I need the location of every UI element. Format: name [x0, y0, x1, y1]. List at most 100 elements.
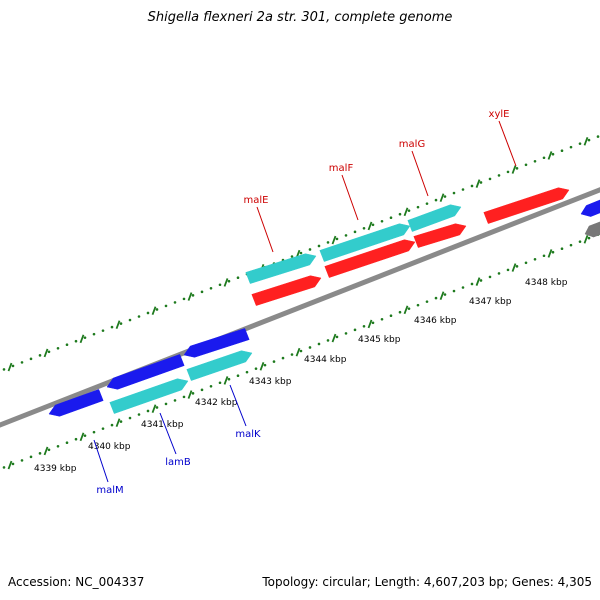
gene-arrow-red[interactable] [324, 239, 416, 278]
major-tick [7, 460, 13, 470]
tick-dot [497, 272, 501, 275]
tick-dot [254, 367, 258, 370]
genome-backbone [0, 187, 600, 428]
tick-dot [290, 255, 294, 258]
tick-dot [38, 452, 42, 455]
tick-dot [299, 349, 303, 353]
gene-leader-line [229, 384, 247, 427]
gene-arrow-red[interactable] [251, 275, 322, 306]
tick-dot [470, 282, 474, 286]
major-tick [151, 306, 157, 315]
tick-dot [416, 205, 420, 209]
kbp-label: 4344 kbp [304, 355, 347, 365]
gene-arrow-cyan[interactable] [319, 223, 411, 262]
major-tick [43, 348, 49, 358]
major-tick [295, 347, 301, 357]
tick-dot [506, 170, 510, 174]
tick-dot [551, 250, 555, 254]
gene-arrow-gray[interactable] [584, 220, 600, 238]
gene-arrow-cyan[interactable] [407, 204, 462, 232]
major-tick [115, 418, 121, 428]
gene-arrow-cyan[interactable] [245, 253, 317, 284]
tick-dot [29, 357, 33, 361]
major-tick [583, 234, 589, 244]
tick-dot [326, 241, 330, 244]
tick-dot [227, 377, 231, 381]
gene-label[interactable]: malK [235, 429, 261, 440]
gene-label[interactable]: malF [329, 163, 354, 174]
tick-dot [398, 212, 402, 216]
tick-dot [290, 353, 294, 356]
tick-dot [164, 304, 168, 308]
tick-dot [497, 174, 501, 177]
tick-dot [416, 303, 420, 307]
tick-dot [101, 329, 105, 332]
tick-dot [74, 437, 78, 441]
gene-arrow-cyan[interactable] [109, 378, 189, 414]
tick-dot [272, 360, 276, 363]
gene-leader-line [256, 206, 274, 253]
tick-dot [443, 195, 447, 198]
major-tick [439, 291, 445, 301]
tick-dot [560, 247, 564, 250]
tick-track [2, 135, 600, 470]
gene-arrow-cyan[interactable] [186, 350, 253, 381]
tick-dot [146, 409, 150, 413]
tick-dot [164, 402, 168, 406]
major-tick [223, 376, 229, 385]
gene-arrow-blue[interactable] [183, 328, 250, 358]
gene-label[interactable]: malE [244, 195, 269, 206]
tick-dot [83, 336, 87, 339]
tick-dot [236, 374, 240, 378]
kbp-label: 4340 kbp [88, 442, 131, 452]
accession-text: Accession: NC_004337 [8, 575, 145, 589]
tick-dot [587, 138, 591, 142]
genome-summary-text: Topology: circular; Length: 4,607,203 bp… [262, 575, 592, 589]
gene-arrow-red[interactable] [483, 187, 570, 224]
tick-dot [11, 364, 15, 368]
outer-tick-track [2, 135, 600, 372]
tick-dot [398, 310, 402, 314]
gene-leader-line [93, 439, 109, 483]
gene-arrow-blue[interactable] [106, 354, 185, 390]
tick-dot [65, 441, 69, 445]
tick-dot [29, 455, 33, 459]
tick-dot [560, 149, 564, 152]
tick-dot [47, 350, 51, 354]
tick-dot [191, 392, 195, 395]
tick-dot [200, 290, 204, 294]
tick-dot [299, 251, 303, 255]
gene-label[interactable]: malG [399, 139, 425, 150]
tick-dot [443, 293, 447, 296]
tick-dot [335, 335, 339, 339]
tick-dot [479, 181, 483, 184]
tick-dot [335, 237, 339, 241]
tick-dot [461, 286, 465, 289]
gene-arrow-red[interactable] [413, 223, 467, 248]
gene-label[interactable]: xylE [489, 109, 510, 120]
tick-dot [128, 318, 132, 322]
tick-dot [173, 399, 177, 402]
major-tick [223, 278, 229, 287]
tick-dot [2, 368, 6, 371]
tick-dot [2, 466, 6, 469]
gene-arrow-blue[interactable] [580, 198, 600, 217]
tick-dot [596, 135, 600, 138]
tick-dot [380, 219, 384, 223]
gene-arrow-blue[interactable] [48, 389, 104, 417]
major-tick [259, 361, 265, 371]
gene-label[interactable]: malM [96, 485, 123, 496]
gene-label[interactable]: lamB [165, 457, 191, 468]
tick-dot [434, 296, 438, 300]
tick-dot [434, 198, 438, 202]
inner-tick-track [2, 233, 600, 470]
tick-dot [110, 325, 114, 329]
kbp-label: 4346 kbp [414, 316, 457, 326]
major-tick [403, 305, 409, 315]
tick-dot [101, 427, 105, 430]
tick-dot [371, 223, 375, 227]
tick-dot [20, 459, 24, 462]
tick-dot [533, 159, 537, 163]
